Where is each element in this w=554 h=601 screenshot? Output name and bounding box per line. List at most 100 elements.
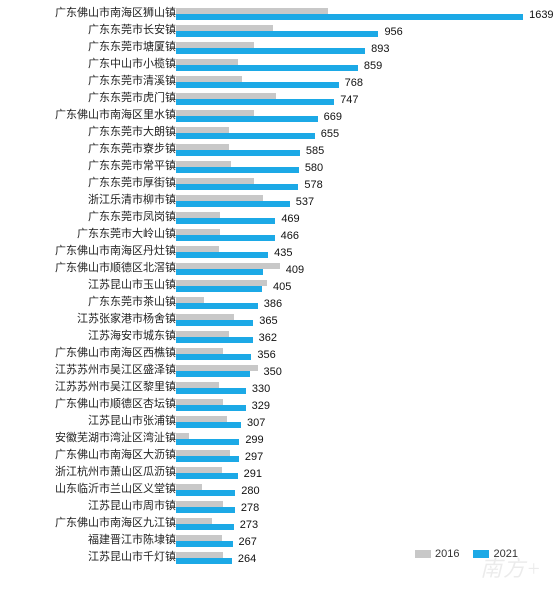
value-label: 409 <box>286 265 304 276</box>
chart-row: 江苏昆山市张浦镇 307 <box>0 414 554 431</box>
bar-2021 <box>176 371 250 377</box>
chart-row: 浙江杭州市萧山区瓜沥镇291 <box>0 465 554 482</box>
category-label: 广东东莞市常平镇 <box>6 161 176 172</box>
category-label: 广东佛山市顺德区杏坛镇 <box>6 399 176 410</box>
bar-2021 <box>176 286 262 292</box>
bar-2021 <box>176 14 523 20</box>
category-label: 广东佛山市南海区狮山镇 <box>6 8 176 19</box>
bar-2021 <box>176 150 300 156</box>
chart-row: 浙江乐清市柳市镇537 <box>0 193 554 210</box>
category-label: 广东佛山市南海区里水镇 <box>6 110 176 121</box>
category-label: 浙江乐清市柳市镇 <box>6 195 176 206</box>
chart-row: 江苏昆山市玉山镇405 <box>0 278 554 295</box>
bar-2021 <box>176 48 365 54</box>
value-label: 307 <box>247 418 265 429</box>
chart-row: 广东佛山市顺德区杏坛镇329 <box>0 397 554 414</box>
value-label: 768 <box>345 78 363 89</box>
category-label: 广东东莞市寮步镇 <box>6 144 176 155</box>
chart-row: 广东东莞市长安镇 956 <box>0 23 554 40</box>
bar-2021 <box>176 388 246 394</box>
value-label: 386 <box>264 299 282 310</box>
value-label: 956 <box>384 27 402 38</box>
bar-2021 <box>176 337 253 343</box>
value-label: 466 <box>281 231 299 242</box>
category-label: 广东佛山市南海区大沥镇 <box>6 450 176 461</box>
chart-row: 广东中山市小榄镇859 <box>0 57 554 74</box>
category-label: 江苏昆山市玉山镇 <box>6 280 176 291</box>
value-label: 330 <box>252 384 270 395</box>
value-label: 264 <box>238 554 256 565</box>
category-label: 江苏昆山市周市镇 <box>6 501 176 512</box>
bar-2021 <box>176 303 258 309</box>
category-label: 广东佛山市南海区丹灶镇 <box>6 246 176 257</box>
chart-row: 广东东莞市寮步镇 585 <box>0 142 554 159</box>
bar-2021 <box>176 490 235 496</box>
value-label: 299 <box>245 435 263 446</box>
category-label: 江苏昆山市张浦镇 <box>6 416 176 427</box>
horizontal-bar-chart: 20162021 南方+ 广东佛山市南海区狮山镇1639广东东莞市长安镇956广… <box>0 0 554 601</box>
category-label: 江苏张家港市杨舍镇 <box>6 314 176 325</box>
chart-row: 广东佛山市南海区狮山镇 1639 <box>0 6 554 23</box>
value-label: 350 <box>264 367 282 378</box>
chart-row: 山东临沂市兰山区义堂镇 280 <box>0 482 554 499</box>
category-label: 山东临沂市兰山区义堂镇 <box>6 484 176 495</box>
bar-2021 <box>176 116 318 122</box>
chart-row: 广东东莞市虎门镇 747 <box>0 91 554 108</box>
value-label: 1639 <box>529 10 553 21</box>
chart-row: 广东佛山市南海区里水镇669 <box>0 108 554 125</box>
bar-2021 <box>176 507 235 513</box>
bar-2021 <box>176 541 233 547</box>
chart-row: 江苏苏州市吴江区盛泽镇 350 <box>0 363 554 380</box>
bar-2021 <box>176 184 298 190</box>
bar-2021 <box>176 65 358 71</box>
bar-2021 <box>176 201 290 207</box>
chart-row: 广东东莞市大岭山镇 466 <box>0 227 554 244</box>
category-label: 广东东莞市厚街镇 <box>6 178 176 189</box>
chart-row: 广东东莞市常平镇580 <box>0 159 554 176</box>
category-label: 广东佛山市顺德区北滘镇 <box>6 263 176 274</box>
value-label: 362 <box>259 333 277 344</box>
category-label: 广东东莞市凤岗镇 <box>6 212 176 223</box>
value-label: 585 <box>306 146 324 157</box>
value-label: 297 <box>245 452 263 463</box>
bar-2021 <box>176 524 234 530</box>
category-label: 福建晋江市陈埭镇 <box>6 535 176 546</box>
value-label: 893 <box>371 44 389 55</box>
chart-row: 广东佛山市南海区丹灶镇 435 <box>0 244 554 261</box>
bar-2021 <box>176 31 378 37</box>
bar-2021 <box>176 422 241 428</box>
category-label: 广东东莞市清溪镇 <box>6 76 176 87</box>
category-label: 江苏海安市城东镇 <box>6 331 176 342</box>
value-label: 578 <box>304 180 322 191</box>
value-label: 280 <box>241 486 259 497</box>
category-label: 广东佛山市南海区九江镇 <box>6 518 176 529</box>
category-label: 广东东莞市大岭山镇 <box>6 229 176 240</box>
value-label: 655 <box>321 129 339 140</box>
chart-row: 广东东莞市茶山镇386 <box>0 295 554 312</box>
value-label: 747 <box>340 95 358 106</box>
category-label: 江苏苏州市吴江区黎里镇 <box>6 382 176 393</box>
category-label: 广东中山市小榄镇 <box>6 59 176 70</box>
chart-row: 广东佛山市顺德区北滘镇 409 <box>0 261 554 278</box>
bar-2021 <box>176 269 263 275</box>
bar-2021 <box>176 167 299 173</box>
chart-row: 广东佛山市南海区西樵镇356 <box>0 346 554 363</box>
bar-2021 <box>176 439 239 445</box>
category-label: 广东东莞市长安镇 <box>6 25 176 36</box>
category-label: 广东佛山市南海区西樵镇 <box>6 348 176 359</box>
value-label: 365 <box>259 316 277 327</box>
category-label: 江苏昆山市千灯镇 <box>6 552 176 563</box>
category-label: 江苏苏州市吴江区盛泽镇 <box>6 365 176 376</box>
value-label: 267 <box>239 537 257 548</box>
chart-row: 广东东莞市凤岗镇469 <box>0 210 554 227</box>
bar-2021 <box>176 99 334 105</box>
value-label: 435 <box>274 248 292 259</box>
chart-row: 江苏海安市城东镇 362 <box>0 329 554 346</box>
chart-row: 广东佛山市南海区大沥镇 297 <box>0 448 554 465</box>
chart-row: 江苏张家港市杨舍镇 365 <box>0 312 554 329</box>
value-label: 273 <box>240 520 258 531</box>
chart-row: 广东东莞市塘厦镇893 <box>0 40 554 57</box>
chart-row: 广东东莞市大朗镇655 <box>0 125 554 142</box>
bar-2021 <box>176 473 238 479</box>
category-label: 广东东莞市虎门镇 <box>6 93 176 104</box>
